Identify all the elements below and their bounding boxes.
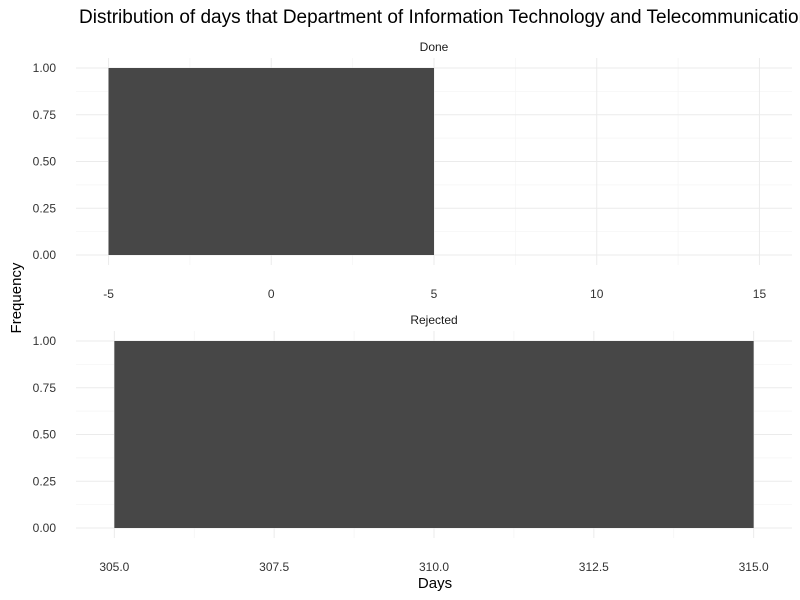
y-tick-label: 1.00	[33, 61, 57, 75]
facet-label-rejected: Rejected	[410, 313, 457, 327]
y-tick-label: 0.25	[33, 201, 57, 215]
y-tick-label: 0.50	[33, 428, 57, 442]
facet-panel-rejected: Rejected 0.00 0.25 0.50 0.75 1.00 305.0 307.5 31…	[33, 313, 792, 574]
x-tick-label: 310.0	[419, 560, 449, 574]
y-tick-label: 0.50	[33, 155, 57, 169]
y-tick-label: 0.00	[33, 248, 57, 262]
histogram-bar	[108, 68, 434, 255]
x-tick-label: 307.5	[259, 560, 289, 574]
x-tick-label: -5	[103, 287, 114, 301]
y-tick-label: 0.25	[33, 474, 57, 488]
x-tick-label: 312.5	[579, 560, 609, 574]
x-tick-label: 305.0	[99, 560, 129, 574]
y-tick-label: 0.75	[33, 108, 57, 122]
x-tick-label: 10	[590, 287, 604, 301]
facet-label-done: Done	[420, 40, 449, 54]
x-tick-label: 5	[431, 287, 438, 301]
x-axis-title: Days	[418, 575, 452, 592]
y-tick-label: 0.00	[33, 521, 57, 535]
y-axis-title: Frequency	[8, 262, 25, 333]
x-tick-label: 0	[268, 287, 275, 301]
x-tick-label: 315.0	[739, 560, 769, 574]
chart-title: Distribution of days that Department of …	[79, 7, 800, 28]
facet-panel-done: Done 0.00 0.25 0.50 0.75 1.00 -5 0 5 10 15	[33, 40, 792, 301]
histogram-bar	[114, 341, 754, 528]
facet-panels: Done 0.00 0.25 0.50 0.75 1.00 -5 0 5 10 15 Rejected…	[33, 40, 792, 574]
y-tick-label: 0.75	[33, 381, 57, 395]
y-tick-label: 1.00	[33, 334, 57, 348]
x-tick-label: 15	[753, 287, 767, 301]
